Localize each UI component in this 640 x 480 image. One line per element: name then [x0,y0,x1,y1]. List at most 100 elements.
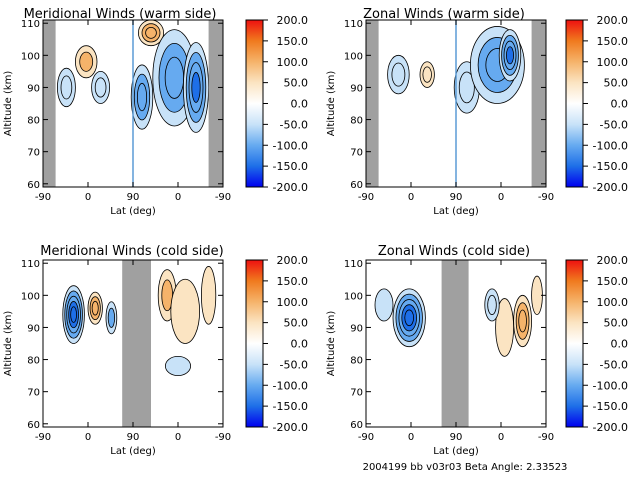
y-tick-label: 80 [27,116,40,127]
contour-level [191,72,201,103]
panel-title: Meridional Winds (warm side) [24,7,217,22]
x-tick-label: -90 [538,192,554,203]
footer-caption: 2004199 bb v03r03 Beta Angle: 2.33523 [363,462,568,473]
colorbar: 200.0 150.0 100.0 50.0 0.0 -50.0 -100.0 -150.0 -… [565,254,629,434]
contour-level [518,309,527,333]
x-tick-label: -90 [35,192,51,203]
y-tick-label: 110 [344,19,363,30]
panel-2: 60 70 80 90 100 110 -90 0 90 0 -90 Zonal Winds (war… [326,7,628,217]
colorbar-tick-label: -200.0 [273,421,308,434]
plot-area [366,20,546,187]
panel-title: Zonal Winds (warm side) [363,7,525,22]
no-data-band [531,20,546,187]
colorbar-tick-label: 200.0 [597,14,629,27]
colorbar-tick-label: 100.0 [277,296,309,309]
contour-blob [87,291,103,325]
y-tick-label: 60 [27,180,40,191]
contour-level [60,75,73,100]
contour-level [531,275,543,315]
contour-level [136,82,148,112]
y-axis-label: Altitude (km) [3,71,14,137]
contour-blob [201,266,217,325]
no-data-band [441,260,469,427]
y-tick-label: 60 [27,420,40,431]
colorbar-tick-label: 100.0 [597,56,629,69]
x-tick-label: 0 [408,432,414,443]
y-tick-label: 110 [21,259,40,270]
contour-level [91,300,99,316]
colorbar-tick-label: -100.0 [593,379,628,392]
colorbar-tick-label: 150.0 [277,35,309,48]
y-tick-label: 100 [21,51,40,62]
y-tick-label: 110 [344,259,363,270]
contour-blob [498,29,522,82]
contour-blob [419,61,435,88]
colorbar-scale [245,19,264,188]
y-tick-label: 110 [21,19,40,30]
contour-level [487,294,497,315]
x-tick-label: 0 [175,432,181,443]
x-tick-label: 0 [498,192,504,203]
contour-blob [74,45,98,79]
contour-blob [387,54,410,95]
colorbar-scale [245,259,264,428]
contour-level [374,288,394,322]
x-tick-label: 0 [85,192,91,203]
panel-title: Meridional Winds (cold side) [40,244,223,259]
y-tick-label: 90 [350,83,363,94]
contour-blob [495,298,515,357]
colorbar-scale [565,19,584,188]
contour-blob [105,301,118,335]
colorbar-tick-label: -150.0 [273,400,308,413]
x-tick-label: -90 [538,432,554,443]
x-tick-label: 90 [127,192,140,203]
contour-blob [164,355,191,377]
y-axis-label: Altitude (km) [3,311,14,377]
colorbar-tick-label: -100.0 [273,139,308,152]
no-data-band [208,20,223,187]
plot-area [43,260,223,427]
colorbar-tick-label: -200.0 [593,181,628,194]
colorbar-tick-label: 150.0 [597,35,629,48]
contour-blob [62,285,85,344]
contour-blob [182,42,209,133]
contour-blob [513,294,532,348]
plot-area [366,260,546,427]
contour-blob [531,275,543,315]
x-axis-label: Lat (deg) [110,446,156,457]
x-tick-label: -90 [215,192,231,203]
colorbar-tick-label: 200.0 [277,14,309,27]
contour-blob [138,20,164,47]
colorbar-tick-label: -200.0 [273,181,308,194]
contour-blob [57,67,76,108]
colorbar-tick-label: -150.0 [593,400,628,413]
colorbar-tick-label: 50.0 [284,317,309,330]
y-tick-label: 70 [350,148,363,159]
x-tick-label: 0 [175,192,181,203]
y-tick-label: 100 [344,291,363,302]
colorbar-tick-label: -50.0 [280,358,308,371]
contour-level [495,298,515,357]
colorbar-tick-label: 0.0 [291,338,309,351]
colorbar-tick-label: -150.0 [273,160,308,173]
y-tick-label: 60 [350,420,363,431]
x-tick-label: -90 [358,192,374,203]
colorbar-tick-label: 150.0 [277,275,309,288]
panel-3: 60 70 80 90 100 110 -90 0 90 0 -90 Meridional Winds… [3,244,308,457]
contour-level [391,62,406,87]
y-tick-label: 100 [21,291,40,302]
contour-level [201,266,217,325]
panel-4: 60 70 80 90 100 110 -90 0 90 0 -90 Zonal Winds (col… [326,244,628,457]
contour-level [404,309,415,327]
contour-level [164,56,185,99]
colorbar-tick-label: 150.0 [597,275,629,288]
y-tick-label: 80 [27,356,40,367]
colorbar-tick-label: 50.0 [604,77,629,90]
panel-title: Zonal Winds (cold side) [378,244,530,259]
no-data-band [43,20,56,187]
colorbar-tick-label: 50.0 [604,317,629,330]
contour-level [145,26,157,39]
x-tick-label: 90 [450,432,463,443]
x-tick-label: 0 [408,192,414,203]
x-axis-label: Lat (deg) [433,446,479,457]
